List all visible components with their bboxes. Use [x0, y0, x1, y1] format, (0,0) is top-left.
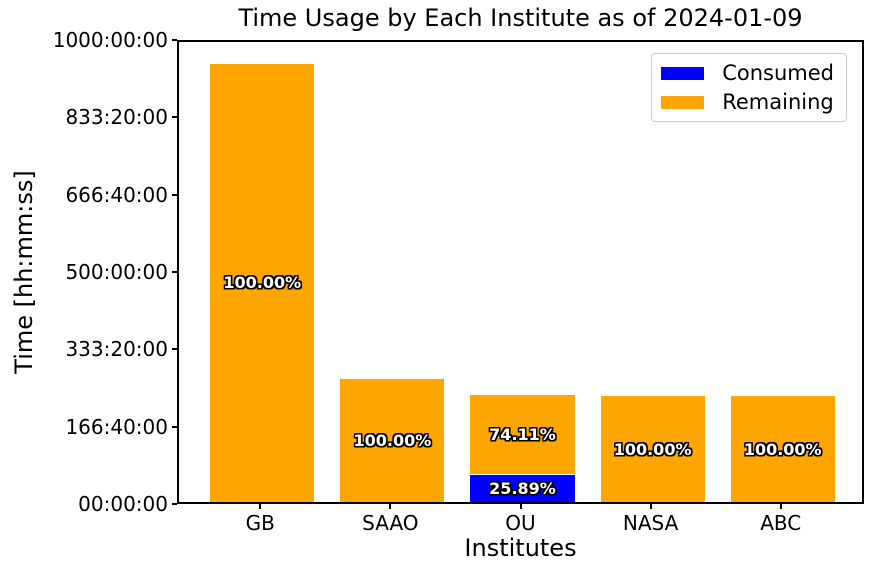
bar-segment-consumed-ou: 25.89% — [470, 474, 575, 502]
bar-segment-remaining-nasa: 100.00% — [600, 396, 705, 502]
y-tick-label: 1000:00:00 — [52, 28, 168, 52]
bar-segment-remaining-ou: 74.11% — [470, 395, 575, 475]
y-axis-label: Time [hh:mm:ss] — [10, 170, 38, 374]
bar-label-remaining-nasa: 100.00% — [613, 439, 692, 459]
y-tick-label: 166:40:00 — [65, 414, 168, 439]
y-tick-mark — [172, 503, 177, 505]
x-axis-label: Institutes — [464, 534, 577, 562]
y-tick-mark — [172, 425, 177, 428]
y-tick-label: 00:00:00 — [78, 492, 168, 516]
y-tick-label: 500:00:00 — [65, 260, 168, 284]
y-tick-mark — [172, 116, 177, 119]
x-tick-label-saao: SAAO — [362, 511, 419, 535]
x-tick-mark — [389, 504, 392, 509]
bar-segment-remaining-saao: 100.00% — [340, 378, 445, 502]
y-tick-label: 833:20:00 — [65, 105, 168, 130]
bar-label-remaining-abc: 100.00% — [743, 439, 822, 459]
plot-area: 100.00% 100.00% 25.89% 74.11% 100.00% 100.00%… — [177, 40, 864, 504]
bar-segment-remaining-gb: 100.00% — [210, 63, 315, 502]
y-tick-label: 666:40:00 — [65, 182, 168, 207]
x-tick-label-abc: ABC — [760, 511, 802, 535]
legend-label-remaining: Remaining — [722, 90, 834, 114]
consumed-swatch — [661, 66, 705, 80]
x-tick-mark — [649, 504, 652, 509]
bar-label-remaining-gb: 100.00% — [223, 273, 302, 293]
y-tick-label: 333:20:00 — [65, 337, 168, 362]
chart-title: Time Usage by Each Institute as of 2024-… — [238, 4, 803, 32]
bar-label-consumed-ou: 25.89% — [489, 478, 556, 498]
x-tick-label-gb: GB — [245, 511, 275, 535]
y-tick-mark — [172, 39, 177, 41]
x-tick-mark — [519, 504, 522, 509]
x-tick-label-ou: OU — [505, 511, 536, 535]
y-tick-mark — [172, 193, 177, 196]
legend-item-consumed: Consumed — [661, 61, 834, 85]
bar-label-remaining-ou: 74.11% — [489, 424, 556, 444]
x-tick-label-nasa: NASA — [622, 511, 679, 535]
y-tick-mark — [172, 348, 177, 351]
x-tick-mark — [779, 504, 782, 509]
remaining-swatch — [661, 95, 705, 109]
legend: Consumed Remaining — [651, 53, 847, 122]
legend-label-consumed: Consumed — [722, 61, 834, 85]
legend-item-remaining: Remaining — [661, 90, 834, 114]
x-tick-mark — [259, 504, 262, 509]
y-tick-mark — [172, 271, 177, 273]
bar-segment-remaining-abc: 100.00% — [730, 396, 835, 502]
bar-label-remaining-saao: 100.00% — [353, 430, 432, 450]
